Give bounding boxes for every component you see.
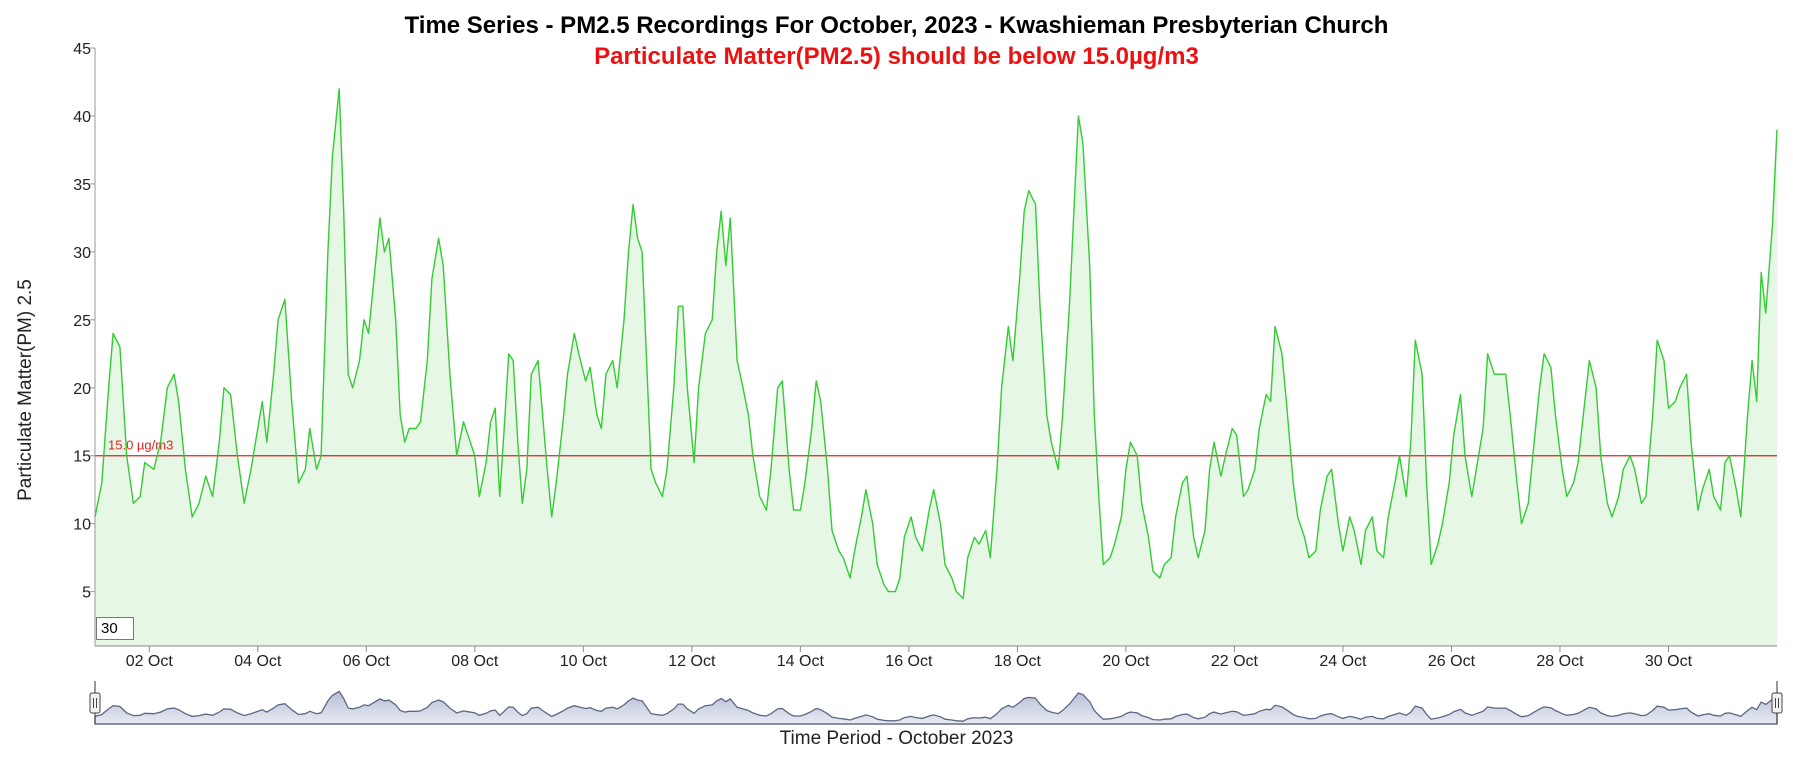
x-tick-label: 02 Oct [126,653,174,670]
x-tick-label: 20 Oct [1102,653,1150,670]
x-tick-label: 26 Oct [1428,653,1476,670]
x-tick-label: 08 Oct [451,653,499,670]
series-line [94,88,1778,600]
x-tick-label: 22 Oct [1211,653,1259,670]
y-tick-label: 45 [73,41,91,58]
y-tick-label: 5 [82,585,91,602]
x-tick-label: 04 Oct [234,653,282,670]
navigator-right-handle[interactable] [1771,692,1783,714]
y-tick-label: 30 [73,245,91,262]
area-fill [95,88,1777,647]
chart-subtitle: Particulate Matter(PM2.5) should be belo… [594,43,1199,70]
x-tick-label: 24 Oct [1319,653,1367,670]
x-tick-label: 10 Oct [560,653,608,670]
navigator-right-handle-box [1771,692,1783,714]
y-tick-label: 35 [73,177,91,194]
y-tick-label: 25 [73,313,91,330]
x-tick-label: 30 Oct [1645,653,1693,670]
x-tick-label: 18 Oct [994,653,1042,670]
plot-area: 15.0 µg/m3 5 10 15 20 25 30 35 40 45 02 Oct 04 Oct 0… [73,41,1778,670]
x-tick-label: 14 Oct [777,653,825,670]
x-tick-label: 12 Oct [668,653,716,670]
y-tick-label: 40 [73,109,91,126]
x-axis-label: Time Period - October 2023 [779,728,1014,749]
x-tick-label: 16 Oct [885,653,933,670]
rolling-period-input[interactable] [96,617,134,640]
navigator-area [94,690,1778,725]
chart-title: Time Series - PM2.5 Recordings For Octob… [404,12,1389,39]
navigator-left-handle[interactable] [89,692,101,714]
y-tick-label: 10 [73,517,91,534]
x-tick-label: 06 Oct [343,653,391,670]
y-tick-label: 15 [73,449,91,466]
y-tick-label: 20 [73,381,91,398]
range-navigator[interactable] [89,681,1783,725]
x-tick-label: 28 Oct [1536,653,1584,670]
navigator-left-handle-box [89,692,101,714]
threshold-label: 15.0 µg/m3 [108,438,173,453]
